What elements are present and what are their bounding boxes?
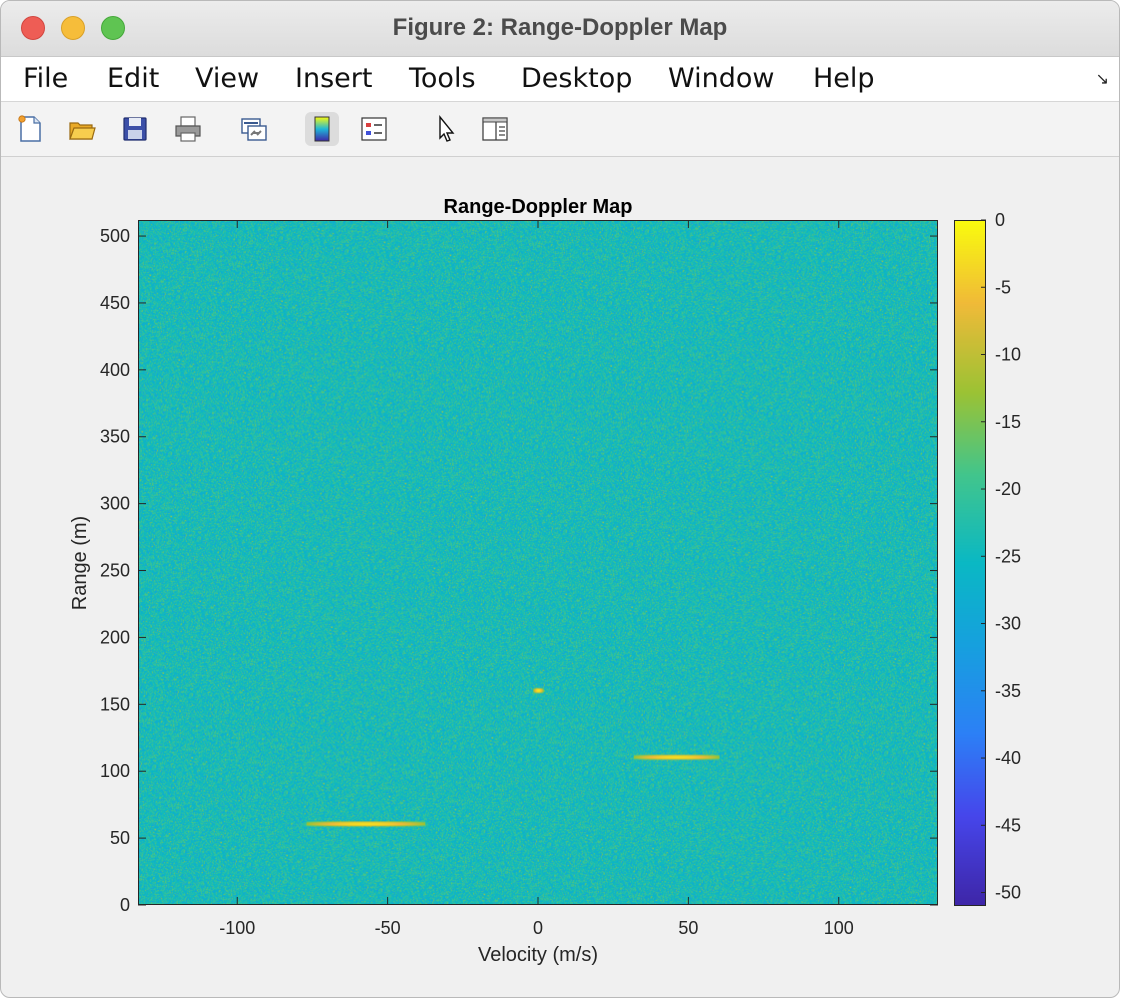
link-plot-icon[interactable]	[237, 112, 271, 146]
menu-desktop[interactable]: Desktop	[521, 63, 633, 94]
insert-legend-icon[interactable]	[357, 112, 391, 146]
new-figure-icon[interactable]	[13, 112, 47, 146]
property-editor-icon[interactable]	[478, 112, 512, 146]
window-title: Figure 2: Range-Doppler Map	[392, 14, 728, 41]
heatmap-image	[138, 220, 938, 905]
print-icon[interactable]	[171, 112, 205, 146]
toolbar	[1, 101, 1119, 157]
edit-plot-icon[interactable]	[429, 112, 463, 146]
menu-help[interactable]: Help	[813, 63, 875, 94]
menu-edit[interactable]: Edit	[107, 63, 160, 94]
dock-arrow-icon[interactable]: ↘	[1095, 71, 1109, 88]
close-window-button[interactable]	[21, 16, 45, 40]
maximize-window-button[interactable]	[101, 16, 125, 40]
menu-window[interactable]: Window	[668, 63, 775, 94]
menu-bar: File Edit View Insert Tools Desktop Wind…	[1, 57, 1119, 101]
save-icon[interactable]	[118, 112, 152, 146]
menu-tools[interactable]: Tools	[409, 63, 476, 94]
title-bar: Figure 2: Range-Doppler Map	[1, 1, 1119, 57]
menu-file[interactable]: File	[23, 63, 69, 94]
minimize-window-button[interactable]	[61, 16, 85, 40]
open-file-icon[interactable]	[65, 112, 99, 146]
insert-colorbar-icon[interactable]	[305, 112, 339, 146]
menu-view[interactable]: View	[195, 63, 260, 94]
colorbar	[954, 220, 986, 906]
menu-insert[interactable]: Insert	[295, 63, 373, 94]
